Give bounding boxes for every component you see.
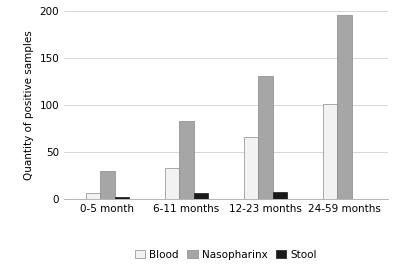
Bar bbox=[244, 137, 258, 199]
Bar bbox=[273, 192, 287, 199]
Y-axis label: Quantity of positive samples: Quantity of positive samples bbox=[24, 30, 34, 180]
Bar bbox=[323, 104, 338, 199]
Bar bbox=[258, 76, 273, 199]
Bar bbox=[338, 15, 352, 199]
Bar bbox=[194, 193, 208, 199]
Legend: Blood, Nasopharinx, Stool: Blood, Nasopharinx, Stool bbox=[131, 245, 321, 264]
Bar bbox=[86, 193, 100, 199]
Bar bbox=[165, 168, 179, 199]
Bar bbox=[179, 121, 194, 199]
Bar bbox=[114, 197, 129, 199]
Bar bbox=[100, 171, 114, 199]
